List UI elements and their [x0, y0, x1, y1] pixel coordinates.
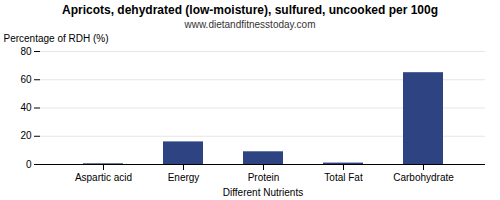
svg-text:Different Nutrients: Different Nutrients: [223, 187, 303, 198]
html-text:www.dietandfitnesstoday.com: www.dietandfitnesstoday.com: [184, 19, 316, 30]
svg-text:80: 80: [20, 46, 32, 57]
svg-text:Total Fat: Total Fat: [324, 172, 363, 183]
svg-text:20: 20: [20, 130, 32, 141]
svg-text:60: 60: [20, 74, 32, 85]
svg-text:0: 0: [26, 159, 32, 170]
html-text:Apricots, dehydrated (low-mois: Apricots, dehydrated (low-moisture), sul…: [62, 3, 438, 17]
svg-text:40: 40: [20, 102, 32, 113]
svg-text:Aspartic acid: Aspartic acid: [75, 172, 132, 183]
svg-text:Protein: Protein: [248, 172, 280, 183]
svg-text:Carbohydrate: Carbohydrate: [393, 172, 454, 183]
svg-text:Energy: Energy: [168, 172, 200, 183]
svg-text:Percentage of RDH (%): Percentage of RDH (%): [4, 33, 109, 44]
